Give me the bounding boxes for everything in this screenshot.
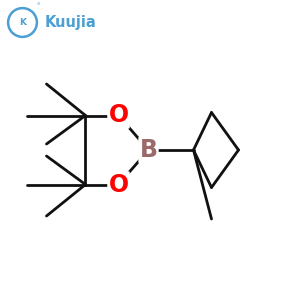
Text: K: K	[19, 18, 26, 27]
Text: °: °	[37, 4, 40, 10]
Text: Kuujia: Kuujia	[44, 15, 96, 30]
Text: O: O	[108, 172, 129, 197]
Text: B: B	[140, 138, 158, 162]
Text: O: O	[108, 103, 129, 127]
